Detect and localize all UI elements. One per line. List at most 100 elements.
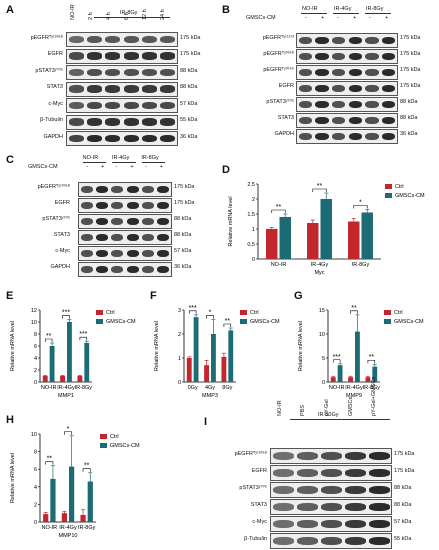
blot-strip	[66, 131, 178, 146]
kda-label: 57 kDa	[180, 100, 198, 107]
group-label: IR-4Gy	[112, 155, 130, 161]
category-label: NO-IR	[42, 525, 58, 531]
bar	[228, 330, 234, 382]
row-label: c-Myc	[48, 100, 63, 107]
band	[272, 451, 294, 460]
band	[348, 100, 363, 108]
group-line	[301, 13, 327, 14]
band	[296, 519, 318, 528]
band	[365, 36, 379, 44]
lane-label: NO-IR	[276, 400, 283, 416]
band	[86, 85, 103, 93]
x-axis-label: MMP9	[346, 393, 362, 399]
significance-label: *	[359, 200, 362, 207]
row-label: pSTAT3ʸ⁷⁰⁵	[239, 484, 267, 491]
blot-strip	[78, 230, 172, 245]
row-label: GAPDH	[274, 131, 294, 138]
blot-strip	[296, 81, 398, 96]
blot-strip	[296, 97, 398, 112]
band	[315, 84, 329, 92]
legend-label: Ctrl	[106, 310, 115, 316]
bar	[266, 229, 278, 259]
band	[160, 101, 176, 110]
y-axis-label: Relative mRNA level	[10, 453, 16, 503]
kda-label: 175 kDa	[174, 184, 195, 191]
band	[141, 217, 155, 225]
band	[95, 185, 109, 193]
kda-label: 57 kDa	[174, 248, 192, 255]
group-label: IR-4Gy	[334, 6, 352, 12]
band	[381, 52, 396, 60]
band	[160, 85, 176, 93]
band	[368, 468, 390, 477]
band	[111, 201, 124, 209]
significance-bracket	[206, 315, 214, 319]
row-label: EGFR	[278, 83, 294, 90]
band	[86, 134, 103, 143]
band	[331, 116, 346, 124]
y-axis-label: Relative mRNA level	[10, 321, 16, 371]
kda-label: 175 kDa	[400, 67, 421, 74]
band	[381, 36, 396, 44]
category-label: NO-IR	[41, 385, 57, 391]
band	[123, 118, 139, 126]
band	[141, 68, 158, 77]
significance-label: ***	[62, 310, 70, 317]
kda-label: 175 kDa	[394, 467, 415, 474]
band	[331, 52, 346, 60]
y-tick-label: 8	[34, 450, 37, 456]
significance-bracket	[367, 359, 376, 364]
y-axis-label: Relative mRNA level	[154, 321, 160, 371]
bar	[204, 365, 209, 382]
y-tick-label: 1	[252, 227, 255, 233]
lane-label: NO-IR	[70, 4, 76, 20]
row-label: STAT3	[46, 84, 63, 90]
blot-strip	[78, 214, 172, 229]
band	[123, 101, 139, 110]
band	[105, 134, 121, 143]
significance-label: *	[209, 310, 212, 317]
category-label: 0Gy	[188, 385, 198, 391]
row-label: pEGFRᵀʸʳ¹¹⁷³	[262, 35, 294, 42]
band	[320, 485, 342, 494]
y-axis-label: Relative mRNA level	[298, 321, 304, 371]
y-tick-label: 6	[34, 467, 37, 473]
significance-label: **	[84, 463, 90, 470]
category-label: IR-4Gy	[311, 262, 329, 268]
panel-label: C	[6, 154, 14, 166]
row-label: pSTAT3ʸ⁷⁰⁵	[35, 67, 63, 74]
band	[68, 101, 84, 110]
significance-label: **	[317, 183, 323, 190]
sign-label: +	[353, 15, 357, 21]
y-tick-label: 12	[31, 308, 37, 314]
row-label: pSTAT3ʸ⁷⁰⁵	[42, 216, 70, 223]
row-label: pSTAT3ʸ⁷⁰⁵	[266, 99, 294, 106]
category-label: 8Gy	[222, 385, 232, 391]
kda-label: 88 kDa	[174, 216, 192, 223]
kda-label: 88 kDa	[394, 501, 412, 508]
band	[105, 52, 121, 60]
kda-label: 88 kDa	[174, 232, 192, 239]
band	[296, 502, 318, 511]
band	[86, 101, 103, 110]
band	[105, 85, 121, 93]
panel-label-e: E	[6, 290, 14, 302]
band	[344, 502, 366, 511]
kda-label: 88 kDa	[180, 67, 198, 74]
sign-label: +	[385, 15, 389, 21]
band	[344, 536, 366, 545]
band	[141, 52, 158, 60]
bar	[361, 212, 373, 259]
row-label: EGFR	[47, 51, 63, 57]
band	[298, 68, 313, 76]
group-line	[290, 419, 390, 420]
band	[344, 451, 366, 460]
kda-label: 175 kDa	[400, 83, 421, 90]
kda-label: 88 kDa	[400, 115, 418, 122]
bar	[221, 356, 227, 382]
band	[331, 84, 346, 92]
band	[68, 85, 84, 93]
band	[272, 485, 294, 494]
band	[141, 35, 158, 44]
row-label: EGFR	[251, 467, 267, 474]
